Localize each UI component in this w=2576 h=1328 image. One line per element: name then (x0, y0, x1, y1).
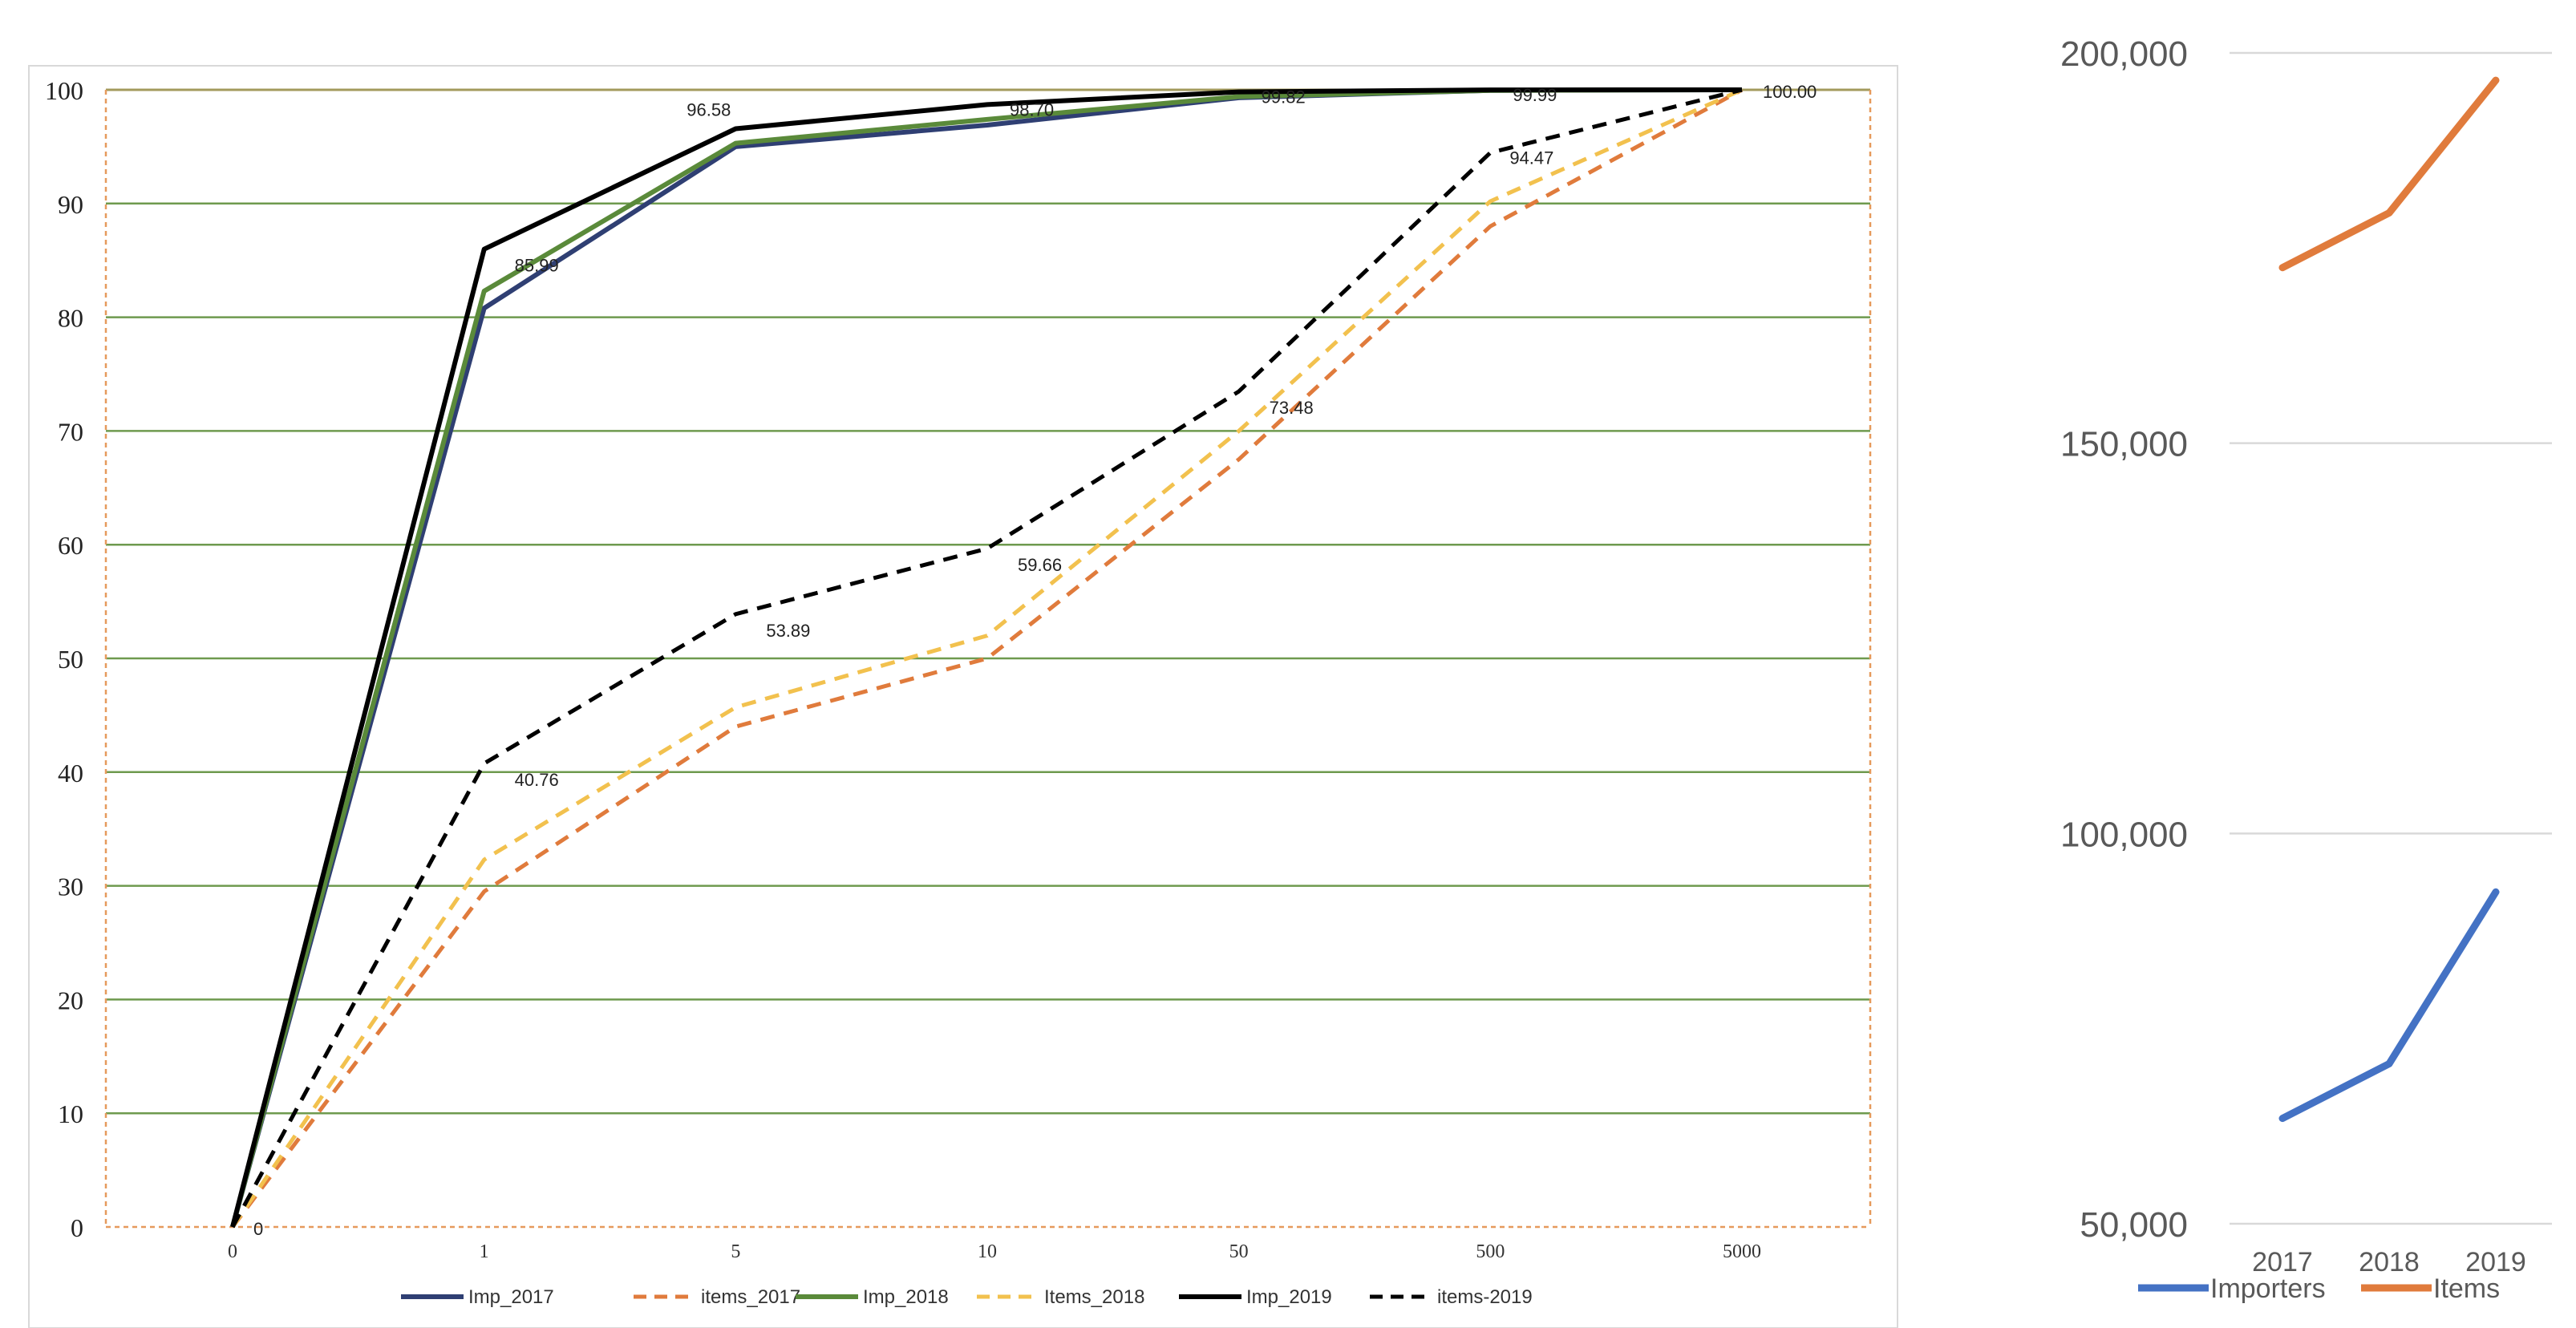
data-label: 96.58 (687, 99, 731, 119)
x-tick-label: 5 (731, 1241, 740, 1262)
gridlines (2230, 51, 2552, 1225)
y-tick-label: 70 (58, 417, 83, 446)
legend-label-imp-2018: Imp_2018 (863, 1286, 949, 1308)
legend-label-items-2018: Items_2018 (1044, 1286, 1144, 1308)
x-axis-tick-labels: 2017 2018 2019 (2252, 1247, 2526, 1277)
data-label: 94.47 (1509, 148, 1553, 168)
y-tick-label: 150,000 (2060, 425, 2188, 464)
y-axis-tick-labels: 0 10 20 30 40 50 60 70 80 90 100 (45, 76, 83, 1242)
data-label: 98.70 (1010, 99, 1054, 119)
data-label: 59.66 (1018, 555, 1062, 575)
y-tick-label: 60 (58, 531, 83, 560)
y-tick-label: 30 (58, 873, 83, 901)
y-axis-tick-labels: 50,000 100,000 150,000 200,000 (2060, 34, 2188, 1245)
legend-label-imp-2017: Imp_2017 (468, 1286, 554, 1308)
series-lines (230, 87, 1744, 1229)
data-label: 99.99 (1513, 85, 1557, 105)
y-tick-label: 100 (45, 76, 83, 105)
x-tick-label: 2017 (2252, 1247, 2313, 1277)
legend: Importers Items (2138, 1273, 2500, 1304)
x-tick-label: 2019 (2465, 1247, 2526, 1277)
series-line-items (2278, 76, 2500, 272)
gridlines (106, 202, 1870, 1115)
data-labels: 0 85.99 96.58 98.70 99.82 99.99 100.00 40.76 53.… (253, 82, 1817, 1239)
y-tick-label: 200,000 (2060, 34, 2188, 74)
legend-label-items-2017: items_2017 (701, 1286, 800, 1308)
series-lines (2278, 76, 2500, 1123)
legend-label-items: Items (2433, 1273, 2500, 1304)
legend: Imp_2017 items_2017 Imp_2018 Items_2018 Imp_… (401, 1286, 1533, 1308)
x-tick-label: 1 (480, 1241, 489, 1262)
x-tick-label: 500 (1476, 1241, 1505, 1262)
data-label: 0 (253, 1219, 263, 1239)
y-tick-label: 50 (58, 645, 83, 674)
y-tick-label: 10 (58, 1099, 83, 1128)
x-tick-label: 0 (228, 1241, 237, 1262)
x-tick-label: 10 (978, 1241, 997, 1262)
series-line-items-2017 (230, 87, 1744, 1229)
data-label: 85.99 (515, 256, 559, 276)
x-tick-label: 2018 (2359, 1247, 2420, 1277)
y-tick-label: 80 (58, 304, 83, 333)
series-line-items-2018 (230, 87, 1744, 1229)
x-tick-label: 50 (1229, 1241, 1249, 1262)
legend-label-importers: Importers (2210, 1273, 2326, 1304)
y-tick-label: 90 (58, 190, 83, 219)
x-tick-label: 5000 (1723, 1241, 1761, 1262)
data-label: 53.89 (766, 621, 810, 641)
y-tick-label: 40 (58, 759, 83, 787)
data-label: 99.82 (1262, 87, 1306, 107)
data-label: 73.48 (1270, 398, 1314, 418)
data-label: 40.76 (515, 770, 559, 790)
y-tick-label: 0 (71, 1213, 83, 1242)
y-tick-label: 20 (58, 986, 83, 1014)
series-line-importers (2278, 888, 2500, 1123)
data-label: 100.00 (1763, 82, 1817, 102)
series-line-imp-2019 (230, 87, 1743, 1228)
chart-area-border (28, 65, 1898, 1328)
y-tick-label: 100,000 (2060, 815, 2188, 854)
totals-chart: 50,000 100,000 150,000 200,000 2017 2018 2019… (2060, 34, 2552, 1304)
cumulative-share-chart: 0 10 20 30 40 50 60 70 80 90 100 0 1 5 10 50 500 5000 0 8… (28, 65, 1898, 1328)
legend-label-imp-2019: Imp_2019 (1246, 1286, 1332, 1308)
legend-label-items-2019: items-2019 (1437, 1286, 1533, 1308)
y-tick-label: 50,000 (2080, 1205, 2188, 1245)
x-axis-tick-labels: 0 1 5 10 50 500 5000 (228, 1241, 1761, 1262)
